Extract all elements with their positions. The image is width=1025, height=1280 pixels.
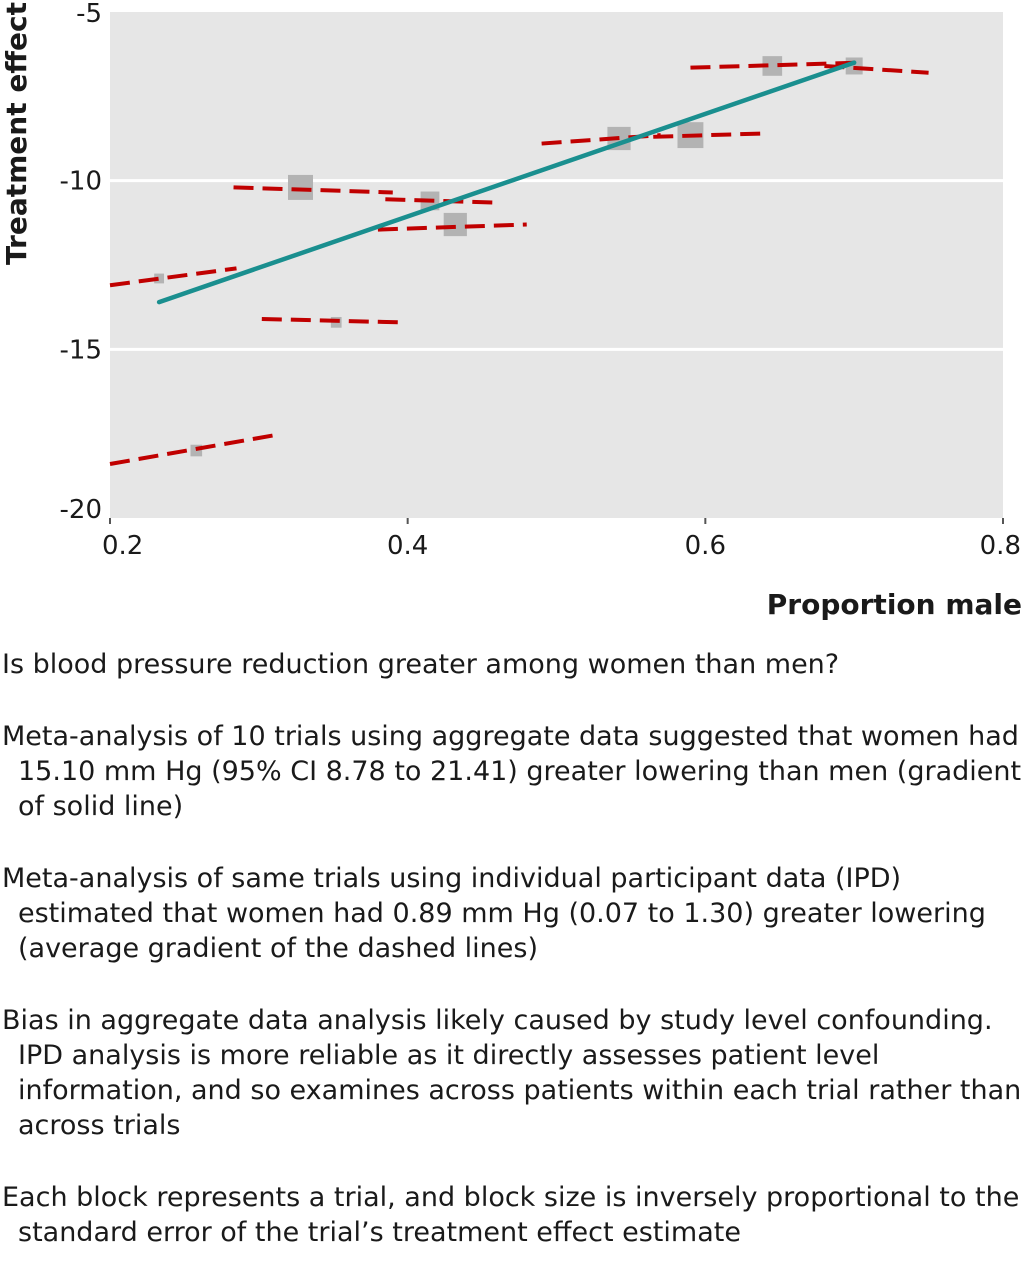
y-axis: -5 -10 -15 -20 [60, 0, 102, 525]
ipd-dashed-line-6 [377, 222, 527, 232]
note-ipd-result: Meta-analysis of same trials using indiv… [2, 863, 986, 964]
y-tick-label-2: -15 [60, 335, 102, 365]
ipd-dashed-line-8 [653, 131, 765, 139]
x-tick-label-1: 0.4 [387, 531, 428, 561]
y-tick-label-1: -10 [60, 167, 102, 197]
meta-regression-chart: 0.2 0.4 0.6 0.8 -5 -10 -15 -20 Treatment effec… [0, 0, 1022, 621]
x-axis: 0.2 0.4 0.6 0.8 [102, 518, 1021, 561]
trial-block-6 [443, 212, 467, 237]
y-tick-label-0: -5 [76, 0, 102, 29]
note-block-legend: Each block represents a trial, and block… [2, 1182, 1020, 1248]
ipd-dashed-line-1 [109, 266, 237, 288]
grid-lines [110, 179, 1003, 351]
ipd-dashed-line-4 [261, 316, 401, 325]
aggregate-line-layer [156, 60, 857, 305]
x-tick-label-3: 0.8 [980, 531, 1021, 561]
trial-block-1 [154, 273, 165, 284]
note-bias-explanation: Bias in aggregate data analysis likely c… [2, 1005, 1022, 1141]
x-tick-label-2: 0.6 [685, 531, 726, 561]
trial-block-9 [762, 56, 783, 76]
x-axis-title: Proportion male [767, 588, 1022, 621]
figure-notes: Is blood pressure reduction greater amon… [2, 648, 1022, 1250]
y-tick-label-3: -20 [60, 495, 102, 525]
note-question: Is blood pressure reduction greater amon… [2, 649, 840, 680]
aggregate-solid-line [156, 60, 857, 305]
ipd-dashed-line-3 [233, 185, 393, 195]
note-aggregate-result: Meta-analysis of 10 trials using aggrega… [2, 721, 1022, 822]
y-axis-title: Treatment effect [0, 2, 33, 265]
ipd-dashed-line-5 [385, 197, 498, 205]
x-tick-label-0: 0.2 [102, 531, 143, 561]
plot-background [110, 12, 1003, 518]
